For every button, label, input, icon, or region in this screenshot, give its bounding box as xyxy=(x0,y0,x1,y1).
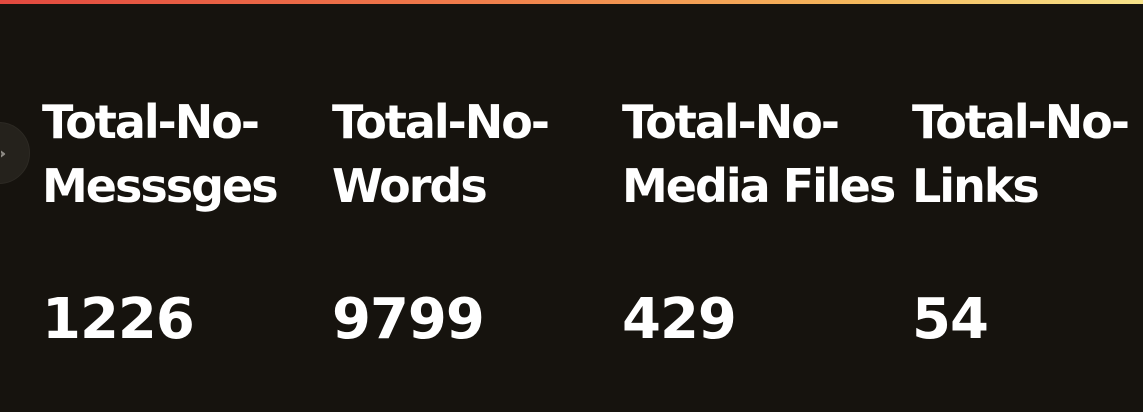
metric-label: Total-No- Words xyxy=(332,95,550,213)
chevron-right-icon xyxy=(1,150,6,158)
metric-total-media-files: Total-No- Media Files 429 xyxy=(622,90,896,352)
metric-label: Total-No- Messsges xyxy=(42,95,279,213)
metric-label: Total-No- Media Files xyxy=(622,95,896,213)
metric-label: Total-No- Links xyxy=(912,95,1130,213)
metric-total-links: Total-No- Links 54 xyxy=(912,90,1130,352)
metric-value: 9799 xyxy=(332,287,485,352)
metric-total-messages: Total-No- Messsges 1226 xyxy=(42,90,279,352)
metric-value: 429 xyxy=(622,287,737,352)
sidebar-expand-button[interactable] xyxy=(0,122,30,184)
metric-total-words: Total-No- Words 9799 xyxy=(332,90,550,352)
metric-value: 1226 xyxy=(42,287,195,352)
metric-value: 54 xyxy=(912,287,989,352)
header-decoration-bar xyxy=(0,0,1143,4)
